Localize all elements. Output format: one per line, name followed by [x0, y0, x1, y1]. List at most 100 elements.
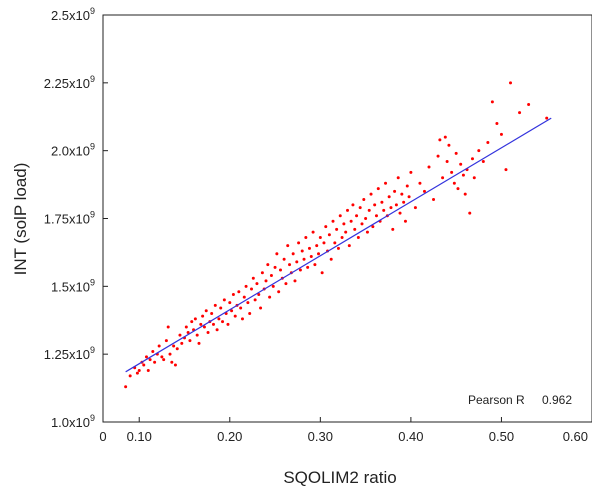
data-point — [384, 181, 388, 185]
data-point — [178, 333, 182, 337]
data-point — [188, 339, 192, 343]
data-point — [264, 279, 268, 283]
data-point — [239, 306, 243, 310]
data-point — [422, 189, 426, 193]
data-point — [443, 135, 447, 139]
data-point — [335, 227, 339, 231]
data-point — [418, 181, 422, 185]
data-point — [364, 217, 368, 220]
data-point — [347, 244, 351, 248]
data-point — [226, 322, 230, 326]
data-point — [371, 225, 375, 229]
data-point — [391, 227, 395, 231]
data-point — [468, 211, 472, 215]
x-tick-label: 0.60 — [563, 429, 588, 444]
data-point — [291, 252, 295, 256]
data-point — [135, 371, 139, 375]
data-point — [432, 198, 436, 202]
data-point — [168, 352, 172, 356]
data-point — [306, 265, 310, 269]
data-point — [273, 265, 277, 269]
data-point — [374, 214, 378, 218]
data-point — [344, 230, 348, 234]
data-point — [407, 195, 411, 199]
data-point — [311, 230, 315, 234]
data-point — [396, 176, 400, 180]
data-point — [257, 292, 261, 296]
y-tick-label: 1.0x109 — [51, 413, 95, 430]
data-point — [459, 162, 463, 166]
data-point — [470, 157, 474, 161]
data-point — [124, 385, 128, 389]
y-tick-label: 2.25x109 — [44, 74, 95, 91]
data-point — [222, 298, 226, 302]
data-point — [509, 81, 512, 85]
data-point — [286, 244, 290, 248]
data-point — [210, 311, 214, 315]
data-point — [271, 284, 275, 288]
data-point — [144, 355, 148, 359]
data-point — [202, 325, 206, 329]
data-point — [151, 349, 155, 353]
y-tick-label: 1.5x109 — [51, 277, 95, 294]
data-point — [318, 235, 322, 239]
y-tick-label: 1.75x109 — [44, 210, 95, 227]
data-point — [436, 154, 440, 158]
data-point — [380, 200, 384, 204]
data-point — [186, 330, 190, 334]
data-point — [349, 219, 353, 223]
data-point — [288, 263, 292, 267]
data-point — [355, 214, 359, 218]
data-point — [166, 325, 170, 329]
data-point — [268, 295, 272, 299]
data-point — [394, 203, 398, 207]
data-point — [231, 292, 235, 296]
data-point — [300, 249, 304, 253]
data-point — [376, 187, 380, 191]
data-point — [353, 227, 357, 231]
data-point — [367, 208, 371, 212]
data-point — [329, 257, 333, 261]
data-point — [211, 322, 215, 326]
data-point — [253, 298, 257, 302]
data-point — [324, 225, 328, 229]
data-point — [197, 341, 201, 345]
data-point — [228, 301, 232, 305]
data-point — [190, 320, 194, 324]
y-tick-label: 1.25x109 — [44, 345, 95, 362]
data-point — [365, 230, 369, 234]
data-point — [477, 149, 481, 153]
data-point — [358, 206, 362, 210]
y-axis-title: INT (solP load) — [11, 163, 30, 276]
data-point — [351, 203, 355, 207]
data-point — [142, 363, 146, 367]
x-tick-label: 0 — [99, 429, 106, 444]
data-point — [148, 358, 152, 362]
data-point — [251, 276, 255, 280]
data-point — [413, 206, 417, 210]
data-point — [441, 176, 445, 180]
data-point — [146, 368, 150, 372]
data-point — [282, 257, 286, 261]
data-point — [445, 160, 449, 164]
data-point — [369, 192, 373, 196]
data-point — [195, 333, 199, 337]
data-point — [298, 268, 302, 272]
data-point — [206, 330, 210, 334]
data-point — [400, 192, 404, 196]
data-point — [356, 235, 360, 239]
data-point — [331, 219, 335, 223]
data-point — [184, 325, 188, 329]
data-point — [215, 328, 219, 332]
data-point — [277, 290, 281, 294]
data-point — [518, 111, 522, 115]
data-point — [382, 208, 386, 212]
data-point — [447, 143, 451, 147]
data-point — [342, 222, 346, 226]
data-point — [389, 206, 393, 210]
data-point — [242, 295, 246, 299]
data-point — [175, 347, 179, 351]
data-point — [170, 360, 174, 364]
data-point — [199, 322, 203, 326]
data-point — [284, 282, 288, 286]
